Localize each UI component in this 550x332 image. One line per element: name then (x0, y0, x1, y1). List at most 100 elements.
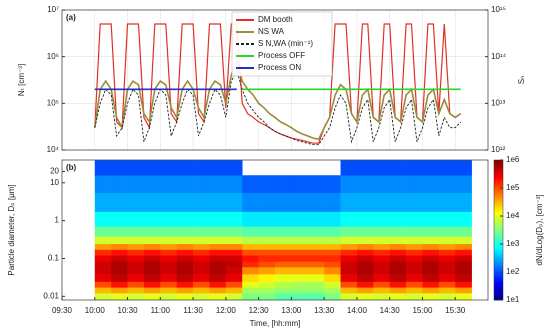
heatmap-cell (209, 255, 227, 262)
heatmap-cell (356, 249, 374, 256)
y-tick-label: 20 (50, 167, 59, 176)
heatmap-cell (291, 287, 309, 294)
colorbar-step (494, 195, 503, 198)
heatmap-cell (340, 274, 358, 282)
heatmap-cell (291, 192, 309, 212)
heatmap-cell (422, 292, 440, 300)
heatmap-cell (340, 243, 358, 250)
y2-tick-label: 10¹³ (491, 98, 506, 107)
heatmap-cell (275, 236, 292, 245)
heatmap-cell (225, 160, 243, 176)
heatmap-cell (307, 267, 325, 275)
heatmap-cell (324, 274, 341, 282)
heatmap-cell (291, 211, 309, 227)
colorbar-step (494, 209, 503, 212)
heatmap-cell (111, 226, 128, 237)
heatmap-cell (307, 243, 325, 250)
colorbar-step (494, 297, 503, 301)
heatmap-cell (340, 267, 358, 275)
legend-label: NS WA (258, 27, 285, 36)
heatmap-cell (455, 281, 472, 288)
heatmap-cell (258, 261, 276, 268)
heatmap-cell (225, 192, 243, 212)
heatmap-cell (242, 281, 259, 288)
colorbar-tick-label: 1e5 (506, 183, 520, 192)
heatmap-cell (356, 211, 374, 227)
colorbar-step (494, 251, 503, 254)
heatmap-cell (111, 243, 128, 250)
heatmap-cell (406, 287, 423, 294)
heatmap-cell (389, 255, 407, 262)
heatmap-cell (94, 226, 112, 237)
colorbar-step (494, 169, 503, 173)
colorbar-frame (493, 159, 504, 301)
colorbar-step (494, 178, 503, 182)
heatmap-cell (242, 292, 259, 300)
heatmap-cell (225, 281, 243, 288)
heatmap-cell (94, 243, 112, 250)
colorbar-step (494, 255, 503, 259)
heatmap-area (94, 160, 472, 300)
heatmap-cell (455, 243, 472, 250)
heatmap-cell (225, 261, 243, 268)
heatmap-cell (422, 243, 440, 250)
heatmap-cell (307, 175, 325, 193)
heatmap-cell (94, 192, 112, 212)
heatmap-cell (209, 274, 227, 282)
heatmap-cell (275, 281, 292, 288)
legend-label: Process ON (258, 63, 301, 72)
heatmap-cell (209, 249, 227, 256)
heatmap-cell (406, 255, 423, 262)
heatmap-cell (455, 249, 472, 256)
series-line (94, 69, 462, 146)
colorbar-tick-label: 1e2 (506, 267, 520, 276)
colorbar-tick-label: 1e1 (506, 295, 520, 304)
heatmap-cell (193, 175, 210, 193)
heatmap-cell (160, 292, 177, 300)
heatmap-cell (127, 261, 145, 268)
heatmap-cell (356, 175, 374, 193)
heatmap-cell (176, 292, 194, 300)
heatmap-cell (209, 287, 227, 294)
colorbar-step (494, 283, 503, 287)
heatmap-cell (389, 274, 407, 282)
heatmap-cell (307, 292, 325, 300)
heatmap-cell (455, 236, 472, 245)
heatmap-cell (422, 192, 440, 212)
heatmap-cell (438, 267, 456, 275)
heatmap-cell (94, 292, 112, 300)
colorbar-step (494, 279, 503, 282)
heatmap-cell (94, 236, 112, 245)
heatmap-cell (143, 267, 161, 275)
colorbar-step (494, 239, 503, 243)
heatmap-cell (307, 281, 325, 288)
heatmap-cell (324, 255, 341, 262)
heatmap-cell (160, 255, 177, 262)
heatmap-cell (176, 261, 194, 268)
colorbar-step (494, 267, 503, 271)
heatmap-cell (94, 274, 112, 282)
heatmap-cell (193, 287, 210, 294)
heatmap-cell (438, 255, 456, 262)
heatmap-cell (225, 249, 243, 256)
heatmap-cell (209, 160, 227, 176)
x-tick-label: 12:00 (216, 306, 237, 315)
heatmap-cell (291, 249, 309, 256)
heatmap-cell (193, 236, 210, 245)
legend-label: Process OFF (258, 51, 305, 60)
heatmap-cell (307, 249, 325, 256)
heatmap-cell (225, 292, 243, 300)
heatmap-cell (307, 287, 325, 294)
colorbar-step (494, 225, 503, 229)
colorbar-step (494, 246, 503, 250)
colorbar-title: dN/dLog(Dₚ), [cm⁻³] (535, 194, 544, 265)
heatmap-cell (340, 226, 358, 237)
heatmap-cell (275, 267, 292, 275)
heatmap-cell (242, 249, 259, 256)
heatmap-cell (127, 281, 145, 288)
legend-label: S N,WA (min⁻¹) (258, 39, 313, 48)
heatmap-cell (307, 236, 325, 245)
heatmap-cell (193, 192, 210, 212)
heatmap-cell (258, 267, 276, 275)
heatmap-cell (258, 292, 276, 300)
